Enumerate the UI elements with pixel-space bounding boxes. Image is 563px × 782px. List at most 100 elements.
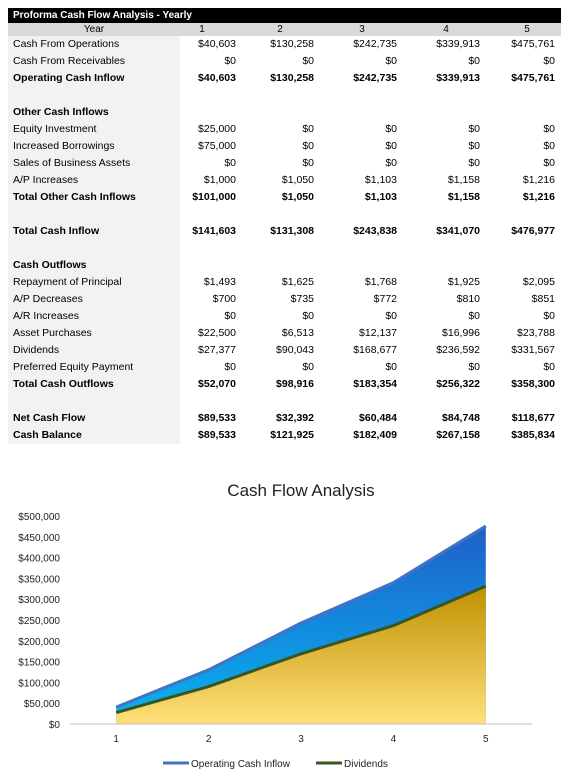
cell-year-5: $1,216: [522, 174, 555, 186]
table-spacer-row: [8, 240, 561, 257]
cell-year-2: $0: [302, 55, 314, 67]
cash-flow-table: Proforma Cash Flow Analysis - Yearly Yea…: [8, 8, 561, 444]
cell-year-2: $0: [302, 140, 314, 152]
cell-year-3: $0: [385, 310, 397, 322]
cell-year-2: $1,625: [281, 276, 314, 288]
cell-year-1: $89,533: [198, 429, 236, 441]
row-label: A/P Decreases: [8, 291, 180, 308]
row-label: Asset Purchases: [8, 325, 180, 342]
cell-year-3: $183,354: [353, 378, 397, 390]
cell-year-5: $23,788: [517, 327, 555, 339]
y-tick-label: $300,000: [18, 595, 60, 606]
cell-year-4: $236,592: [436, 344, 480, 356]
x-tick-label: 5: [483, 734, 489, 745]
cell-year-2: $0: [302, 123, 314, 135]
cell-year-3: $182,409: [353, 429, 397, 441]
cell-year-2: $130,258: [270, 72, 314, 84]
row-label: Increased Borrowings: [8, 138, 180, 155]
table-row: Increased Borrowings $75,000 $0 $0 $0 $0: [8, 138, 561, 155]
row-label: A/P Increases: [8, 172, 180, 189]
cell-year-2: $735: [290, 293, 314, 305]
table-row: Operating Cash Inflow $40,603 $130,258 $242…: [8, 70, 561, 87]
cell-year-4: $1,925: [447, 276, 480, 288]
cell-year-1: $89,533: [198, 412, 236, 424]
year-header-5: 5: [524, 24, 530, 35]
cell-year-5: $0: [543, 55, 555, 67]
cell-year-2: $1,050: [281, 174, 314, 186]
cell-year-3: $1,103: [364, 174, 397, 186]
cell-year-1: $1,493: [203, 276, 236, 288]
row-label: Cash Balance: [8, 427, 180, 444]
cell-year-1: $0: [224, 361, 236, 373]
cell-year-4: $84,748: [442, 412, 480, 424]
cell-year-4: $0: [468, 55, 480, 67]
row-label: Cash From Receivables: [8, 53, 180, 70]
legend-label: Operating Cash Inflow: [191, 759, 291, 770]
y-tick-label: $50,000: [24, 699, 61, 710]
line-operating-cash-inflow: [115, 524, 487, 709]
cell-year-1: $0: [224, 310, 236, 322]
cell-year-3: $0: [385, 361, 397, 373]
row-label: Dividends: [8, 342, 180, 359]
cell-year-3: $0: [385, 140, 397, 152]
sheet-title: Proforma Cash Flow Analysis - Yearly: [8, 8, 561, 23]
cell-year-2: $0: [302, 157, 314, 169]
cell-year-1: $101,000: [192, 191, 236, 203]
cell-year-4: $0: [468, 157, 480, 169]
table-row: Cash From Receivables $0 $0 $0 $0 $0: [8, 53, 561, 70]
table-row: Total Cash Inflow $141,603 $131,308 $243,83…: [8, 223, 561, 240]
cell-year-1: $40,603: [198, 38, 236, 50]
row-label: Equity Investment: [8, 121, 180, 138]
cell-year-5: $331,567: [511, 344, 555, 356]
cash-flow-chart: Cash Flow Analysis $0 $50,000 $100,000 $150,…: [0, 470, 563, 782]
cell-year-4: $339,913: [436, 72, 480, 84]
y-tick-label: $350,000: [18, 574, 60, 585]
line-dividends: [115, 584, 487, 715]
cell-year-5: $1,216: [522, 191, 555, 203]
table-row: Preferred Equity Payment $0 $0 $0 $0 $0: [8, 359, 561, 376]
x-tick-label: 3: [298, 734, 304, 745]
table-body: Cash From Operations $40,603 $130,258 $242,…: [8, 36, 561, 444]
table-row: Sales of Business Assets $0 $0 $0 $0 $0: [8, 155, 561, 172]
cell-year-1: $1,000: [203, 174, 236, 186]
table-row: Equity Investment $25,000 $0 $0 $0 $0: [8, 121, 561, 138]
x-tick-label: 1: [113, 734, 119, 745]
cell-year-1: $700: [212, 293, 236, 305]
row-label: [8, 87, 180, 104]
table-row: Asset Purchases $22,500 $6,513 $12,137 $16,9…: [8, 325, 561, 342]
row-label: Sales of Business Assets: [8, 155, 180, 172]
cell-year-1: $52,070: [198, 378, 236, 390]
cell-year-4: $810: [456, 293, 480, 305]
cell-year-4: $0: [468, 310, 480, 322]
y-tick-label: $500,000: [18, 512, 60, 523]
cell-year-5: $475,761: [511, 72, 555, 84]
cell-year-1: $0: [224, 55, 236, 67]
row-label: Total Other Cash Inflows: [8, 189, 180, 206]
cell-year-2: $98,916: [276, 378, 314, 390]
row-label: Repayment of Principal: [8, 274, 180, 291]
table-row: A/P Decreases $700 $735 $772 $810 $851: [8, 291, 561, 308]
cell-year-4: $1,158: [447, 191, 480, 203]
row-label: Total Cash Outflows: [8, 376, 180, 393]
cell-year-2: $32,392: [276, 412, 314, 424]
cell-year-2: $0: [302, 310, 314, 322]
cell-year-5: $2,095: [522, 276, 555, 288]
cell-year-5: $475,761: [511, 38, 555, 50]
row-label: Operating Cash Inflow: [8, 70, 180, 87]
cell-year-5: $0: [543, 123, 555, 135]
cell-year-2: $130,258: [270, 38, 314, 50]
year-header-4: 4: [443, 24, 449, 35]
cell-year-5: $851: [531, 293, 555, 305]
y-tick-label: $100,000: [18, 678, 60, 689]
chart-svg: Cash Flow Analysis $0 $50,000 $100,000 $150,…: [18, 481, 532, 770]
cell-year-5: $476,977: [511, 225, 555, 237]
chart-title: Cash Flow Analysis: [227, 481, 374, 500]
cell-year-3: $772: [373, 293, 397, 305]
table-spacer-row: [8, 206, 561, 223]
table-row: Cash Outflows: [8, 257, 561, 274]
cell-year-3: $0: [385, 157, 397, 169]
cell-year-4: $267,158: [436, 429, 480, 441]
cell-year-2: $0: [302, 361, 314, 373]
table-row: Repayment of Principal $1,493 $1,625 $1,768…: [8, 274, 561, 291]
cell-year-5: $358,300: [511, 378, 555, 390]
